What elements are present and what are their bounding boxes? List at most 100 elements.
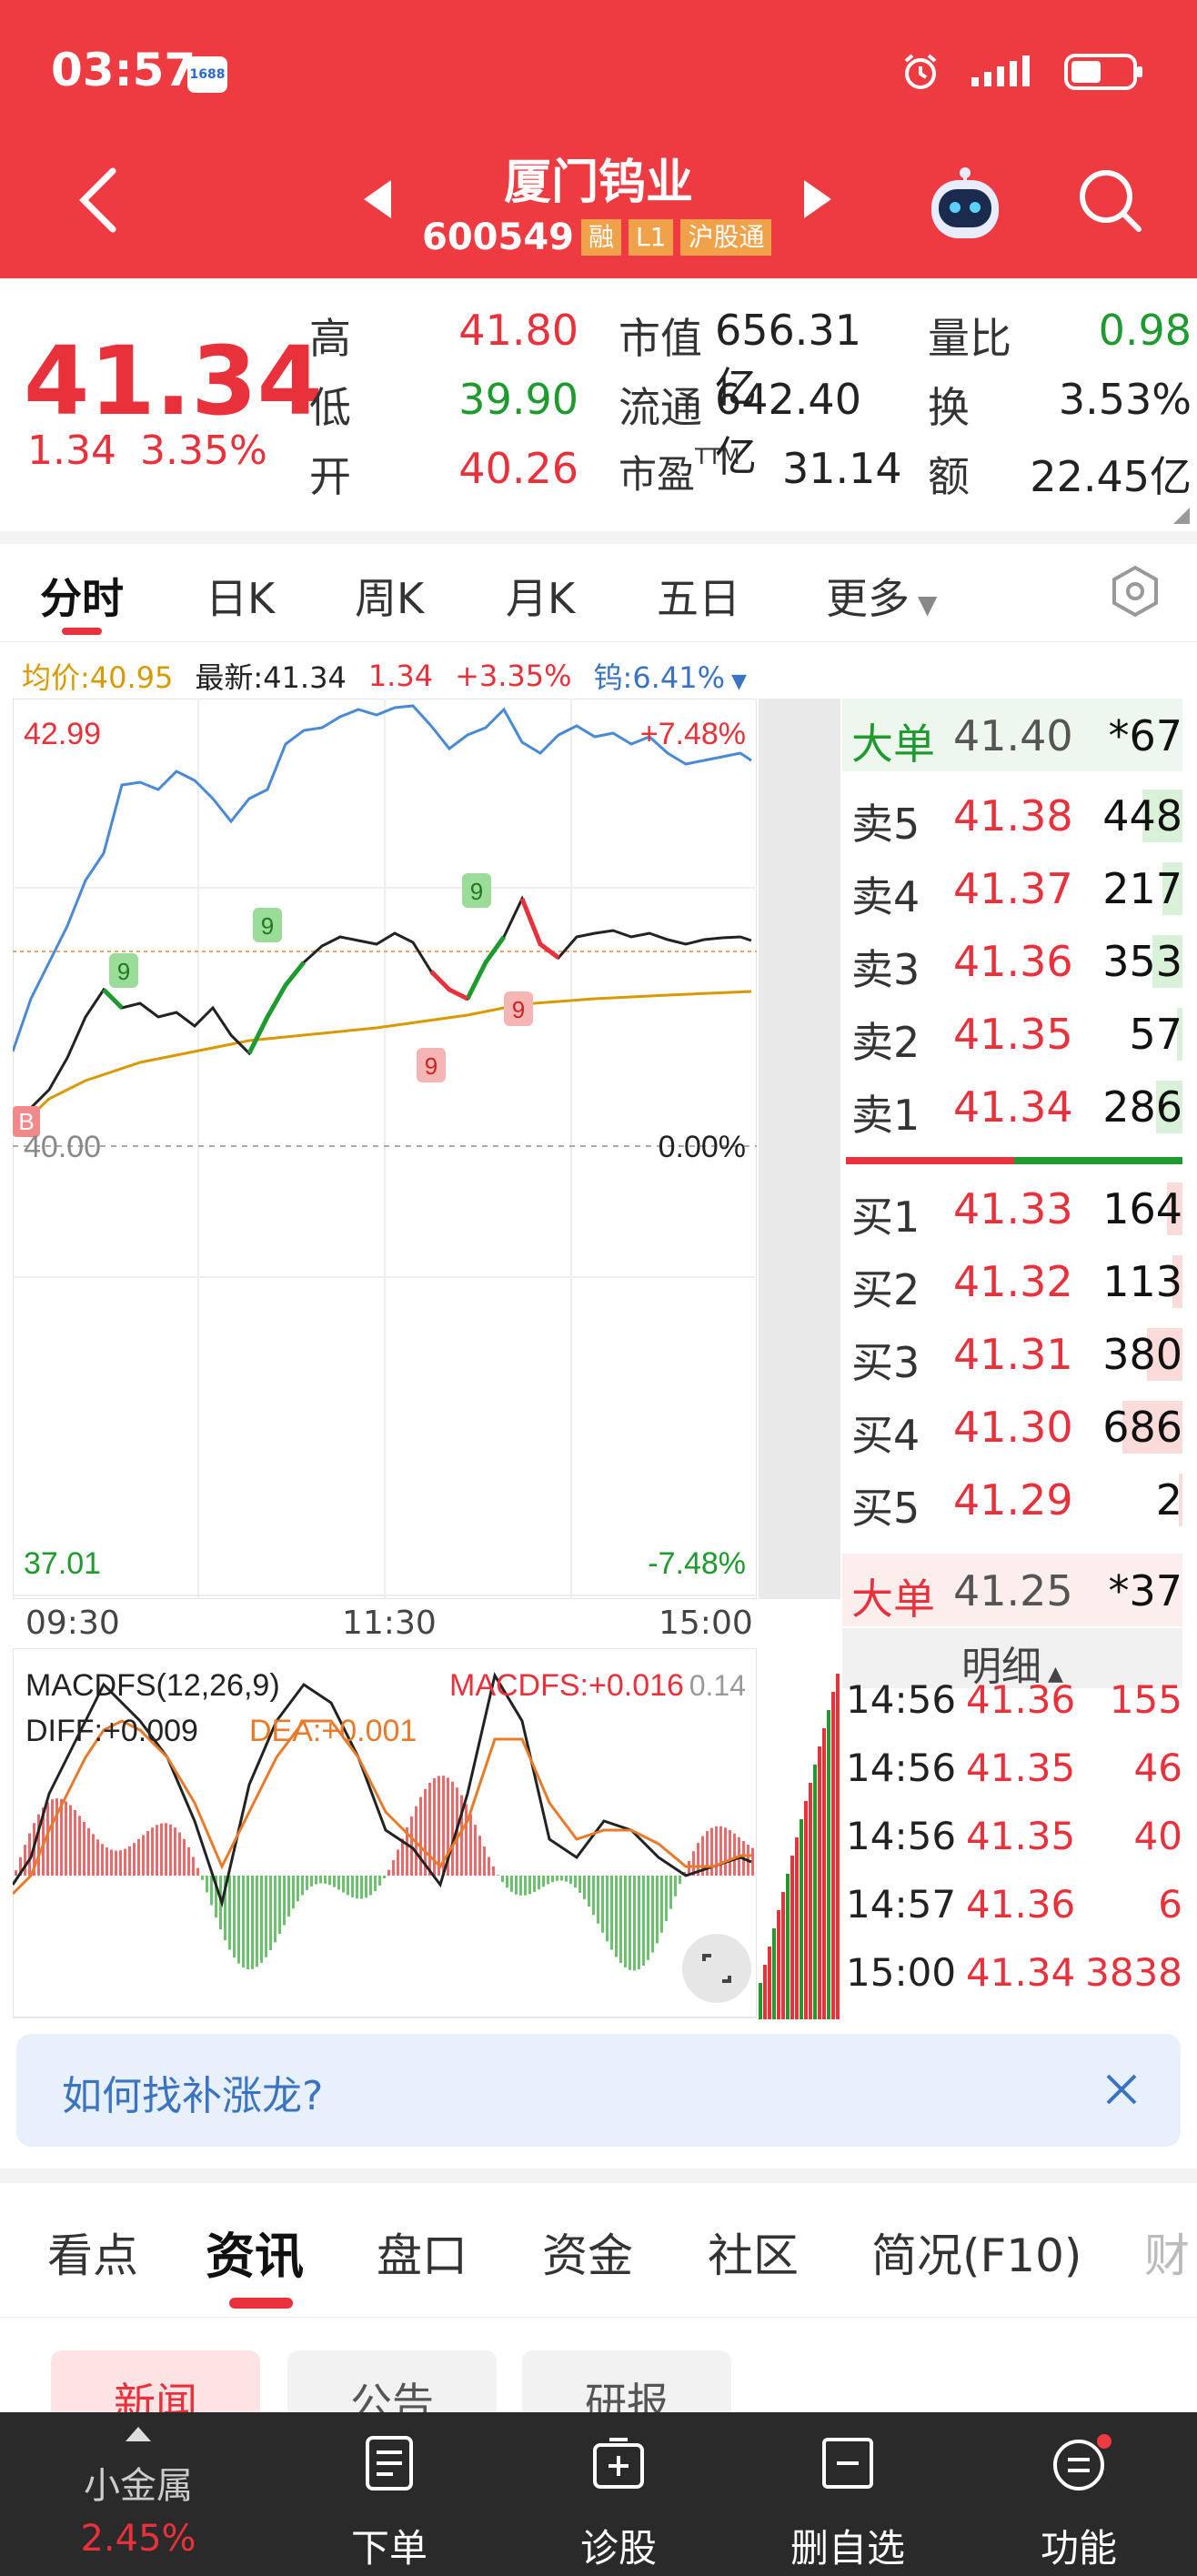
tab-more[interactable]: 更多 ▼ (826, 574, 938, 623)
tab-community[interactable]: 社区 (708, 2229, 799, 2282)
fullscreen-icon[interactable] (682, 1934, 751, 2003)
macd-bar (710, 1827, 713, 1876)
sell-level-volume: 286 (1102, 1082, 1182, 1132)
macd-bar (374, 1876, 377, 1892)
tick-volume: 3838 (1085, 1950, 1182, 1995)
tab-weekly[interactable]: 周K (355, 574, 425, 623)
macd-bar (246, 1876, 249, 1970)
stat-value-low: 39.90 (458, 375, 578, 424)
macd-bar (224, 1876, 226, 1941)
avg-price-line (13, 990, 752, 1135)
macd-bar (292, 1876, 295, 1909)
remove-watchlist-button[interactable]: 删自选 (757, 2412, 939, 2576)
subtab-news[interactable]: 新闻 (51, 2350, 260, 2414)
macd-bar (74, 1810, 76, 1876)
macd-bar (578, 1876, 581, 1893)
sector-index[interactable]: 钨:6.41% ▼ (593, 660, 747, 695)
macd-bar (733, 1833, 736, 1876)
diagnose-button[interactable]: 诊股 (528, 2412, 709, 2576)
macd-bar (615, 1876, 618, 1957)
tick-price: 41.35 (966, 1746, 1076, 1790)
sell-level-price: 41.34 (953, 1082, 1073, 1132)
bottom-bar: 小金属 2.45% 下单 诊股 删自选 功能 (0, 2412, 1197, 2576)
macd-bar (428, 1782, 431, 1876)
macd-scale: 0.14 (689, 1669, 746, 1702)
macd-value: MACDFS:+0.016 (449, 1668, 684, 1703)
strip-bar (822, 1728, 826, 2019)
intraday-chart[interactable]: B 9 9 9 9 9 42.99 +7.48% 40.00 0.00% 37.… (13, 699, 757, 1599)
tab-orderflow[interactable]: 盘口 (377, 2229, 468, 2282)
signal-markers: B 9 9 9 9 9 (13, 873, 533, 1137)
tick-row: 15:00 41.34 3838 (846, 1950, 1182, 2018)
macd-bar (110, 1849, 113, 1876)
stat-label-pe: 市盈TTM (619, 444, 740, 497)
macd-bar (501, 1876, 504, 1883)
tab-monthly[interactable]: 月K (506, 574, 576, 623)
diff-line (13, 1672, 752, 1908)
macd-bar (488, 1857, 490, 1876)
sell-volume-bar (1142, 790, 1182, 842)
stat-label-low: 低 (309, 383, 351, 432)
macd-bar (351, 1876, 354, 1897)
tab-daily[interactable]: 日K (206, 574, 276, 623)
detail-toggle[interactable]: 明细 ▲ (842, 1628, 1182, 1690)
tab-five-day[interactable]: 五日 (657, 574, 740, 623)
macd-bar (83, 1822, 86, 1876)
tab-profile[interactable]: 简况(F10) (871, 2229, 1082, 2282)
subtab-announcements[interactable]: 公告 (287, 2350, 497, 2414)
prev-stock-icon[interactable] (364, 180, 395, 218)
strip-bar (795, 1837, 799, 2019)
tick-price: 41.34 (966, 1950, 1076, 1995)
macd-bar (310, 1876, 313, 1887)
sell-volume-bar (1156, 1081, 1182, 1133)
tab-funds[interactable]: 资金 (542, 2229, 633, 2282)
back-icon[interactable] (73, 164, 127, 236)
expand-corner-icon[interactable] (1173, 508, 1190, 524)
macd-bar (569, 1876, 572, 1885)
stat-label-turnover: 换 (928, 383, 970, 432)
tab-highlights[interactable]: 看点 (47, 2229, 138, 2282)
price-line (13, 895, 752, 1134)
subtab-research[interactable]: 研报 (522, 2350, 731, 2414)
buy-level-label: 买4 (851, 1411, 920, 1460)
macd-bar (101, 1844, 104, 1876)
alarm-icon (904, 54, 937, 89)
order-button[interactable]: 下单 (298, 2412, 480, 2576)
macd-bar (201, 1876, 204, 1880)
macd-chart[interactable]: MACDFS(12,26,9) MACDFS:+0.016 0.14 DIFF:… (13, 1648, 757, 2019)
macd-bar (378, 1876, 381, 1886)
macd-bar (265, 1876, 267, 1957)
sell-level-volume: 57 (1129, 1010, 1182, 1059)
functions-button[interactable]: 功能 (988, 2412, 1170, 2576)
settings-hex-icon[interactable] (1108, 564, 1162, 619)
news-tabs: 看点 资讯 盘口 资金 社区 简况(F10) 财 (0, 2183, 1197, 2318)
tab-news-info[interactable]: 资讯 (206, 2228, 304, 2285)
promo-banner[interactable]: 如何找补涨龙? (16, 2034, 1181, 2147)
macd-bar (328, 1876, 331, 1886)
macd-bar (438, 1776, 440, 1876)
buy-volume-bar (1167, 1182, 1182, 1235)
x-label-end: 15:00 (659, 1605, 753, 1642)
sell-row: 卖2 41.35 57 (842, 997, 1182, 1070)
next-stock-icon[interactable] (800, 180, 831, 218)
buy-level-label: 买3 (851, 1338, 920, 1387)
robot-assistant-icon[interactable] (924, 166, 1006, 247)
sector-shortcut[interactable]: 小金属 2.45% (47, 2412, 229, 2576)
macd-bar (206, 1876, 208, 1893)
stat-value-volratio: 0.98 (1098, 306, 1192, 355)
macd-bar (697, 1842, 699, 1876)
tab-finance[interactable]: 财 (1144, 2229, 1190, 2282)
y-mid-label: 40.00 (24, 1130, 101, 1164)
macd-bar (278, 1876, 281, 1935)
search-icon[interactable] (1073, 164, 1146, 236)
tab-intraday[interactable]: 分时 (40, 574, 124, 623)
macd-bar (78, 1816, 81, 1876)
macd-bar (315, 1876, 317, 1885)
macd-bar (510, 1876, 513, 1892)
macd-bar (715, 1826, 718, 1876)
macd-bar (165, 1823, 167, 1876)
chart-side-strip (759, 699, 840, 1599)
close-icon[interactable] (1099, 2067, 1144, 2112)
macd-bar (251, 1876, 254, 1969)
macd-bar (174, 1827, 176, 1876)
